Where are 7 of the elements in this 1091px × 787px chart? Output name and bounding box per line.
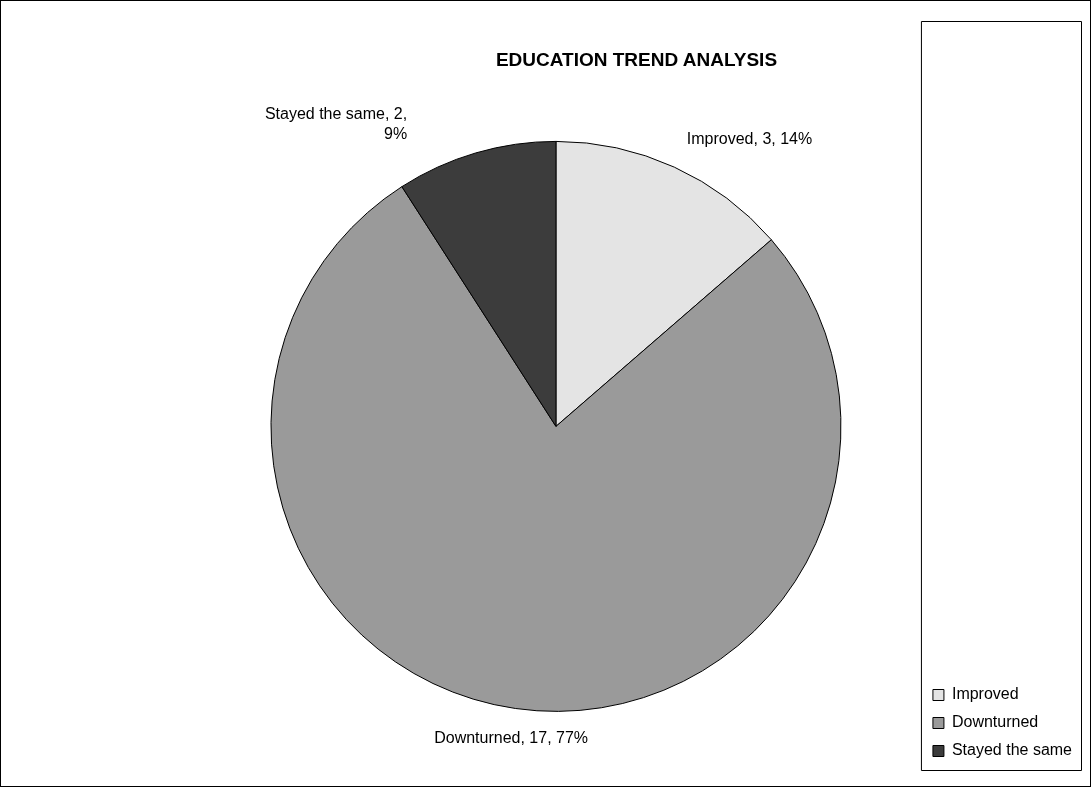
data-label: Stayed the same, 2, 9% <box>264 104 408 142</box>
chart-title: EDUCATION TREND ANALYSIS <box>495 48 778 70</box>
legend-label: Improved <box>951 685 1019 703</box>
legend-label: Stayed the same <box>951 741 1073 759</box>
data-label: Downturned, 17, 77% <box>434 728 589 746</box>
legend-label: Downturned <box>951 713 1039 731</box>
data-label: Improved, 3, 14% <box>686 130 813 148</box>
